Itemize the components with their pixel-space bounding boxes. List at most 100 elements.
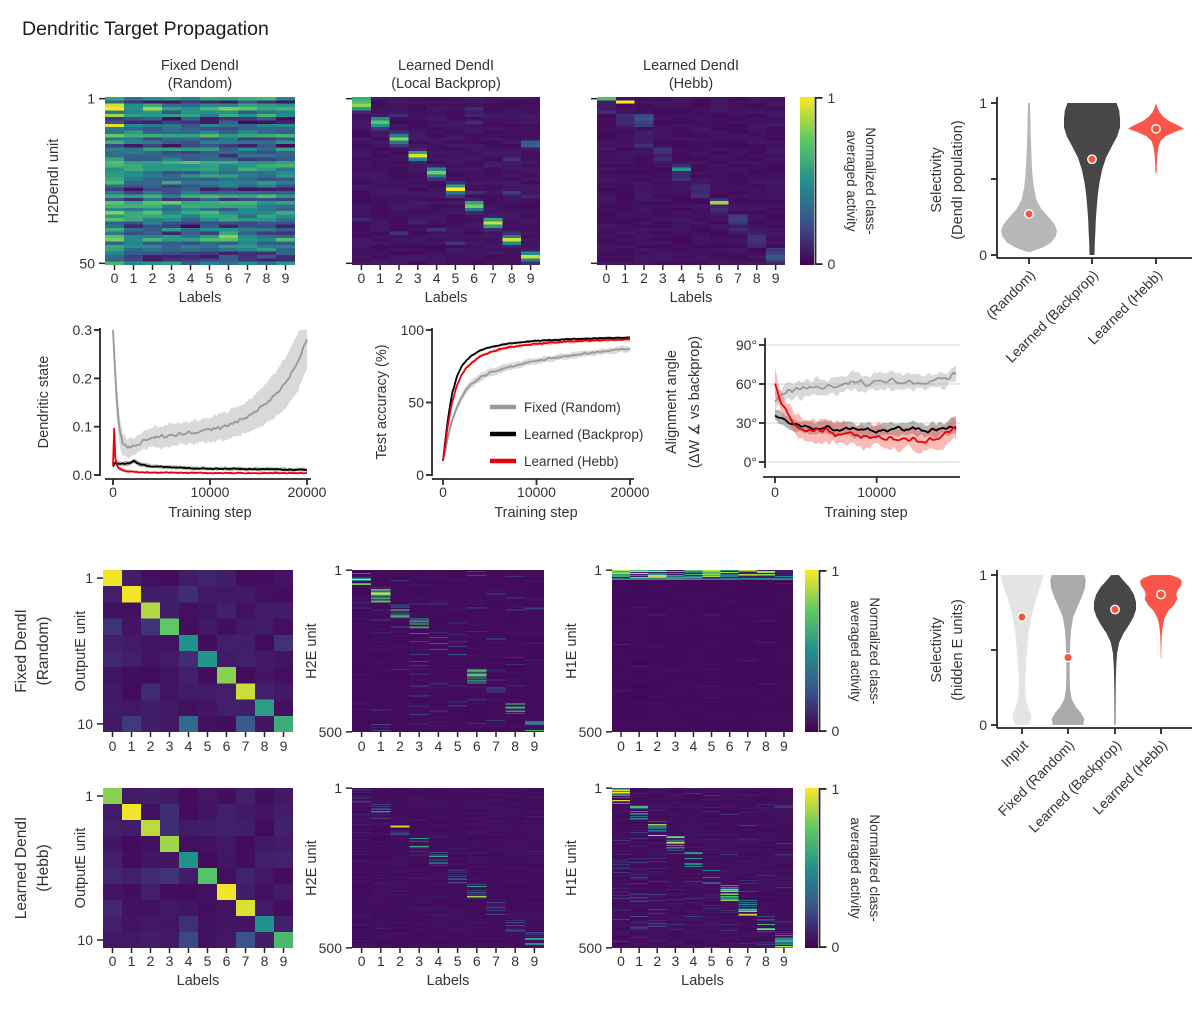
- xtick-label: 2: [653, 738, 661, 754]
- ytick-label: 500: [579, 940, 603, 956]
- ytick-label: 100: [401, 322, 425, 338]
- ytick-label: 0: [416, 467, 424, 483]
- series-line-Fixed (Random): [774, 371, 957, 403]
- rowlabel-fixed: (Random): [35, 617, 52, 686]
- xtick-label: 6: [726, 738, 734, 754]
- xtick-label: 20000: [288, 484, 327, 500]
- series-line-Learned (Hebb): [112, 427, 307, 475]
- series-band-Learned (Backprop): [775, 409, 956, 440]
- xtick-label: 5: [697, 270, 705, 286]
- xtick-label: 9: [780, 738, 788, 754]
- y-axis-label: H2DendI unit: [46, 139, 62, 224]
- xtick-label: 6: [223, 953, 231, 969]
- xtick-label: 1: [376, 270, 384, 286]
- xtick-label: 3: [415, 953, 423, 969]
- ytick-label: 500: [319, 724, 343, 740]
- y-axis-label: H2E unit: [304, 623, 320, 679]
- legend-label: Learned (Hebb): [524, 454, 619, 469]
- x-axis-label: Labels: [681, 973, 724, 989]
- series-line-Fixed (Random): [112, 329, 308, 449]
- ytick-label: 90°: [736, 337, 757, 353]
- xtick-label: 10000: [517, 484, 556, 500]
- series-line-Learned (Backprop): [442, 336, 631, 461]
- xtick-label: 6: [225, 270, 233, 286]
- median-dot: [1017, 612, 1027, 622]
- series-band-Fixed (Random): [775, 365, 956, 412]
- colorbar-tick: 0: [832, 939, 840, 955]
- y-axis-label: (hidden E units): [950, 599, 966, 701]
- xtick-label: 2: [640, 270, 648, 286]
- rowlabel-hebb: (Hebb): [35, 844, 52, 891]
- xtick-label: 9: [282, 270, 290, 286]
- ytick-label: 0: [979, 717, 987, 733]
- xtick-label: 7: [242, 738, 250, 754]
- y-axis-label: OutputE unit: [73, 611, 89, 692]
- ytick-label: 1: [979, 567, 987, 583]
- ytick-label: 0.0: [73, 467, 93, 483]
- legend-label: Fixed (Random): [524, 400, 621, 415]
- xtick-label: 1: [128, 953, 136, 969]
- xtick-label: 9: [772, 270, 780, 286]
- xtick-label: 10000: [191, 484, 230, 500]
- xtick-label: 0: [109, 953, 117, 969]
- xtick-label: 6: [473, 953, 481, 969]
- xtick-label: 3: [659, 270, 667, 286]
- xtick-label: 3: [414, 270, 422, 286]
- panel-title: (Random): [168, 76, 232, 92]
- xtick-label: 9: [527, 270, 535, 286]
- xtick-label: 2: [149, 270, 157, 286]
- xtick-label: 0: [617, 953, 625, 969]
- panel-title: (Hebb): [669, 76, 713, 92]
- xtick-label: 2: [147, 738, 155, 754]
- series-band-Learned (Hebb): [443, 337, 630, 463]
- rowlabel-fixed: Fixed DendI: [13, 609, 30, 693]
- xtick-label: 8: [263, 270, 271, 286]
- y-axis-label: Alignment angle: [664, 350, 680, 454]
- xtick-label: 1: [621, 270, 629, 286]
- x-axis-label: Training step: [824, 505, 907, 521]
- x-axis-label: Labels: [670, 290, 713, 306]
- xtick-label: 1: [130, 270, 138, 286]
- ytick-label: 500: [579, 724, 603, 740]
- ytick-label: 1: [87, 91, 95, 107]
- xtick-label: 2: [653, 953, 661, 969]
- ytick-label: 0: [979, 247, 987, 263]
- xtick-label: 5: [708, 738, 716, 754]
- colorbar: [805, 788, 818, 948]
- legend-label: Learned (Backprop): [524, 427, 643, 442]
- series-band-Learned (Backprop): [113, 458, 307, 473]
- ytick-label: 1: [334, 780, 342, 796]
- xtick-label: 9: [531, 738, 539, 754]
- xtick-label: 3: [168, 270, 176, 286]
- colorbar-tick: 0: [828, 256, 836, 272]
- x-axis-label: Labels: [179, 290, 222, 306]
- heatmap-hm-h2e-hebb: [352, 788, 544, 948]
- xtick-label: 5: [204, 738, 212, 754]
- xtick-label: 7: [244, 270, 252, 286]
- xtick-label: 0: [109, 738, 117, 754]
- xtick-label: 4: [690, 738, 698, 754]
- xtick-label: 1: [377, 738, 385, 754]
- violin-Learned (Hebb): [1140, 575, 1182, 659]
- rowlabel-hebb: Learned DendI: [13, 817, 30, 920]
- category-label: Learned (Hebb): [1084, 267, 1165, 348]
- ytick-label: 30°: [736, 415, 757, 431]
- series-line-Learned (Backprop): [112, 459, 308, 471]
- series-group: [774, 365, 957, 454]
- ytick-label: 50: [408, 395, 424, 411]
- heatmap-hm-h1e-fixed: [612, 570, 793, 732]
- xtick-label: 10000: [857, 484, 896, 500]
- median-dot: [1087, 154, 1097, 165]
- xtick-label: 20000: [611, 484, 650, 500]
- colorbar-tick: 1: [828, 90, 836, 106]
- xtick-label: 2: [396, 738, 404, 754]
- xtick-label: 3: [166, 953, 174, 969]
- ytick-label: 1: [85, 570, 93, 586]
- panel-title: Learned DendI: [643, 58, 739, 74]
- xtick-label: 7: [492, 738, 500, 754]
- xtick-label: 4: [435, 738, 443, 754]
- xtick-label: 4: [185, 953, 193, 969]
- xtick-label: 0: [358, 738, 366, 754]
- xtick-label: 7: [734, 270, 742, 286]
- x-axis-label: Labels: [425, 290, 468, 306]
